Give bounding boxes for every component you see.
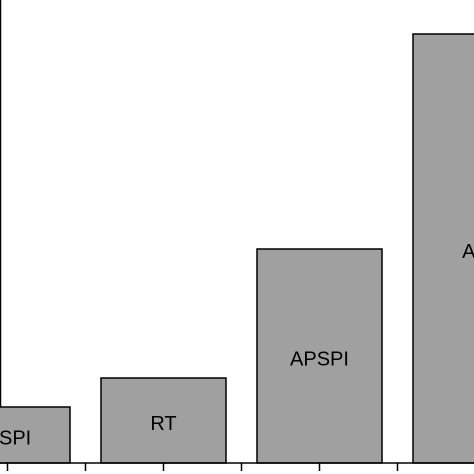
bar-label: APSPI <box>290 348 349 370</box>
bar <box>412 33 474 464</box>
bar <box>100 377 227 464</box>
bar <box>0 406 71 464</box>
bar-label: SPI <box>0 427 31 449</box>
bar-label: RT <box>150 413 176 435</box>
bar-label: AE <box>462 241 474 263</box>
